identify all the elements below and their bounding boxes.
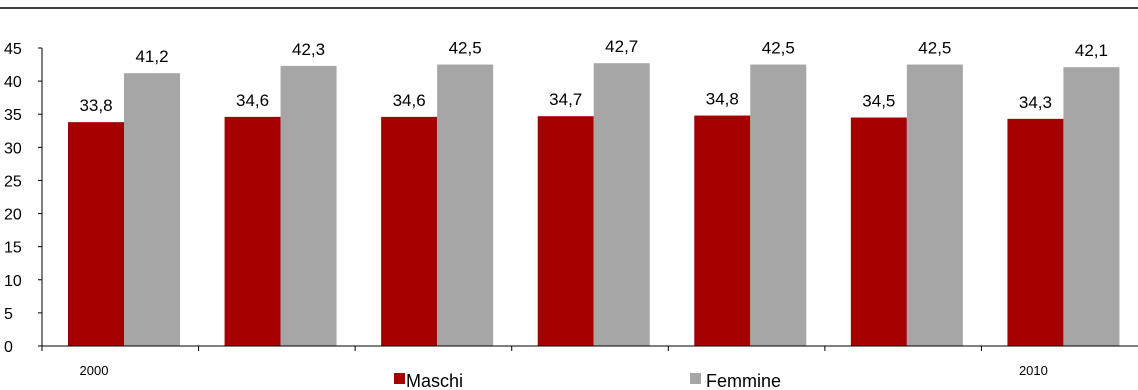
data-label-femmine: 42,5 — [918, 39, 951, 58]
legend-label-maschi: Maschi — [406, 371, 463, 390]
data-label-femmine: 42,1 — [1075, 41, 1108, 60]
bar-femmine — [437, 64, 494, 347]
data-label-maschi: 34,3 — [1019, 93, 1052, 112]
data-label-femmine: 42,5 — [762, 39, 795, 58]
x-tick-label: 2010 — [1019, 363, 1048, 378]
data-label-maschi: 34,6 — [393, 91, 426, 110]
bar-femmine — [906, 64, 963, 347]
y-tick-label: 35 — [4, 107, 22, 124]
y-tick-label: 10 — [4, 273, 22, 290]
legend-label-femmine: Femmine — [706, 371, 781, 390]
data-labels: 33,8 41,2 34,6 42,3 34,6 42,5 34,7 42,7 34,8 42,5… — [79, 37, 1108, 115]
bar-femmine — [124, 73, 180, 347]
data-label-maschi: 34,5 — [862, 92, 895, 111]
data-label-maschi: 34,8 — [706, 90, 739, 109]
bar-femmine — [280, 65, 337, 346]
bars — [68, 63, 1120, 347]
data-label-maschi: 34,6 — [236, 91, 269, 110]
y-tick-label: 25 — [4, 173, 22, 190]
legend-swatch-maschi — [394, 373, 405, 384]
y-tick-label: 40 — [4, 74, 22, 91]
x-tick-label: 2000 — [80, 363, 109, 378]
bar-maschi — [224, 116, 281, 346]
y-axis: 0 5 10 15 20 25 30 35 40 45 — [4, 41, 43, 356]
legend: Maschi Femmine — [394, 371, 781, 390]
x-axis: 2000 2010 — [41, 345, 1138, 378]
data-label-femmine: 41,2 — [135, 47, 168, 66]
bar-maschi — [68, 122, 124, 347]
bar-maschi — [694, 115, 751, 347]
y-tick-label: 20 — [4, 207, 22, 224]
bar-femmine — [593, 63, 650, 346]
bar-femmine — [1063, 67, 1120, 347]
data-label-maschi: 33,8 — [79, 96, 112, 115]
data-label-femmine: 42,5 — [449, 39, 482, 58]
y-tick-label: 30 — [4, 140, 22, 157]
bar-maschi — [381, 116, 438, 346]
data-label-femmine: 42,3 — [292, 40, 325, 59]
y-tick-label: 45 — [4, 41, 22, 58]
legend-swatch-femmine — [690, 373, 701, 384]
y-tick-label: 5 — [4, 306, 13, 323]
y-tick-label: 15 — [4, 240, 22, 257]
bar-maschi — [1007, 118, 1064, 346]
data-label-maschi: 34,7 — [549, 90, 582, 109]
bar-maschi — [850, 117, 907, 347]
bar-maschi — [537, 116, 594, 346]
y-tick-label: 0 — [4, 339, 13, 356]
data-label-femmine: 42,7 — [605, 37, 638, 56]
bar-femmine — [750, 64, 807, 347]
